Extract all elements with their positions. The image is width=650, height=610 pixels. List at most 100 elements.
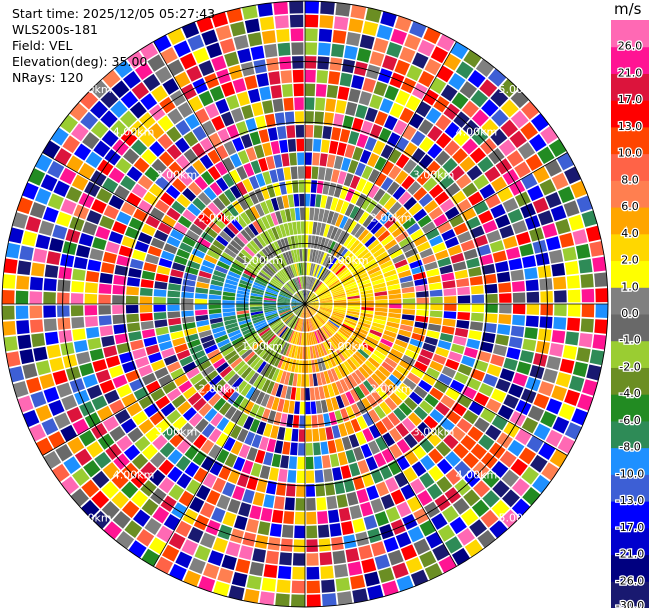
gate-cell bbox=[116, 211, 132, 225]
gate-cell bbox=[520, 388, 537, 404]
gate-cell bbox=[181, 316, 195, 324]
gate-cell bbox=[157, 133, 174, 150]
gate-cell bbox=[22, 363, 38, 379]
gate-cell bbox=[280, 356, 288, 370]
gate-cell bbox=[485, 304, 498, 313]
gate-cell bbox=[277, 42, 291, 56]
gate-cell bbox=[381, 416, 395, 431]
gate-cell bbox=[206, 42, 223, 59]
gate-cell bbox=[319, 296, 332, 301]
ring-label: 4.00km bbox=[456, 126, 498, 139]
gate-cell bbox=[435, 347, 450, 358]
ring-label: 5.00km bbox=[498, 83, 540, 96]
colorbar-segment bbox=[611, 153, 649, 181]
gate-cell bbox=[309, 332, 314, 345]
gate-cell bbox=[511, 478, 530, 497]
gate-cell bbox=[374, 226, 387, 239]
gate-cell bbox=[441, 272, 455, 282]
gate-cell bbox=[116, 342, 131, 354]
gate-cell bbox=[314, 387, 321, 400]
gate-cell bbox=[313, 250, 319, 263]
gate-cell bbox=[229, 266, 243, 276]
gate-cell bbox=[456, 418, 473, 434]
gate-cell bbox=[346, 237, 357, 250]
gate-cell bbox=[327, 278, 339, 287]
gate-cell bbox=[192, 197, 206, 211]
ring-label: 2.00km bbox=[199, 211, 241, 224]
gate-cell bbox=[464, 539, 484, 558]
gate-cell bbox=[306, 304, 319, 307]
gate-cell bbox=[453, 335, 467, 346]
gate-cell bbox=[345, 317, 358, 324]
gate-cell bbox=[167, 449, 183, 465]
gate-cell bbox=[158, 459, 175, 476]
gate-cell bbox=[237, 313, 250, 319]
gate-cell bbox=[301, 235, 305, 248]
gate-cell bbox=[403, 196, 417, 211]
gate-cell bbox=[126, 402, 143, 417]
gate-cell bbox=[183, 570, 201, 587]
gate-cell bbox=[275, 273, 286, 284]
gate-cell bbox=[279, 224, 287, 238]
gate-cell bbox=[284, 284, 295, 294]
gate-cell bbox=[343, 344, 354, 355]
gate-cell bbox=[349, 337, 361, 348]
gate-cell bbox=[109, 399, 125, 415]
gate-cell bbox=[243, 269, 256, 279]
gate-cell bbox=[195, 418, 209, 433]
gate-cell bbox=[61, 394, 78, 411]
gate-cell bbox=[140, 480, 157, 497]
gate-cell bbox=[221, 346, 235, 357]
gate-cell bbox=[265, 156, 276, 170]
gate-cell bbox=[595, 288, 608, 303]
gate-cell bbox=[195, 314, 209, 322]
gate-cell bbox=[323, 325, 333, 336]
gate-cell bbox=[278, 295, 291, 301]
gate-cell bbox=[131, 82, 150, 100]
gate-cell bbox=[284, 267, 292, 279]
gate-cell bbox=[186, 479, 201, 495]
gate-cell bbox=[471, 128, 489, 146]
colorbar-segment bbox=[611, 554, 649, 582]
gate-cell bbox=[43, 291, 56, 304]
gate-cell bbox=[209, 244, 223, 256]
gate-cell bbox=[375, 481, 390, 497]
gate-cell bbox=[295, 277, 301, 290]
gate-cell bbox=[222, 511, 237, 527]
gate-cell bbox=[558, 403, 576, 421]
gate-cell bbox=[372, 282, 386, 289]
gate-cell bbox=[186, 65, 203, 82]
gate-cell bbox=[167, 290, 181, 298]
gate-cell bbox=[206, 489, 221, 506]
gate-cell bbox=[279, 371, 287, 384]
gate-cell bbox=[491, 176, 508, 192]
gate-cell bbox=[291, 317, 299, 329]
gate-cell bbox=[508, 383, 524, 398]
gate-cell bbox=[362, 77, 376, 93]
gate-cell bbox=[29, 202, 46, 219]
gate-cell bbox=[334, 563, 349, 578]
gate-cell bbox=[74, 389, 90, 405]
gate-cell bbox=[186, 428, 201, 444]
gate-cell bbox=[208, 299, 221, 304]
gate-cell bbox=[160, 495, 177, 512]
gate-cell bbox=[298, 262, 302, 276]
gate-cell bbox=[230, 107, 244, 123]
gate-cell bbox=[235, 255, 248, 266]
gate-cell bbox=[19, 245, 34, 261]
gate-cell bbox=[305, 319, 308, 332]
gate-cell bbox=[341, 325, 353, 334]
gate-cell bbox=[512, 372, 528, 387]
gate-cell bbox=[374, 172, 387, 187]
gate-cell bbox=[460, 434, 477, 451]
gate-cell bbox=[473, 234, 489, 248]
gate-cell bbox=[316, 329, 324, 342]
gate-cell bbox=[306, 276, 310, 289]
gate-cell bbox=[306, 298, 318, 304]
gate-cell bbox=[185, 229, 200, 242]
gate-cell bbox=[343, 534, 357, 549]
gate-cell bbox=[219, 256, 232, 266]
gate-cell bbox=[243, 416, 254, 430]
gate-cell bbox=[227, 270, 241, 279]
gate-cell bbox=[337, 364, 347, 378]
